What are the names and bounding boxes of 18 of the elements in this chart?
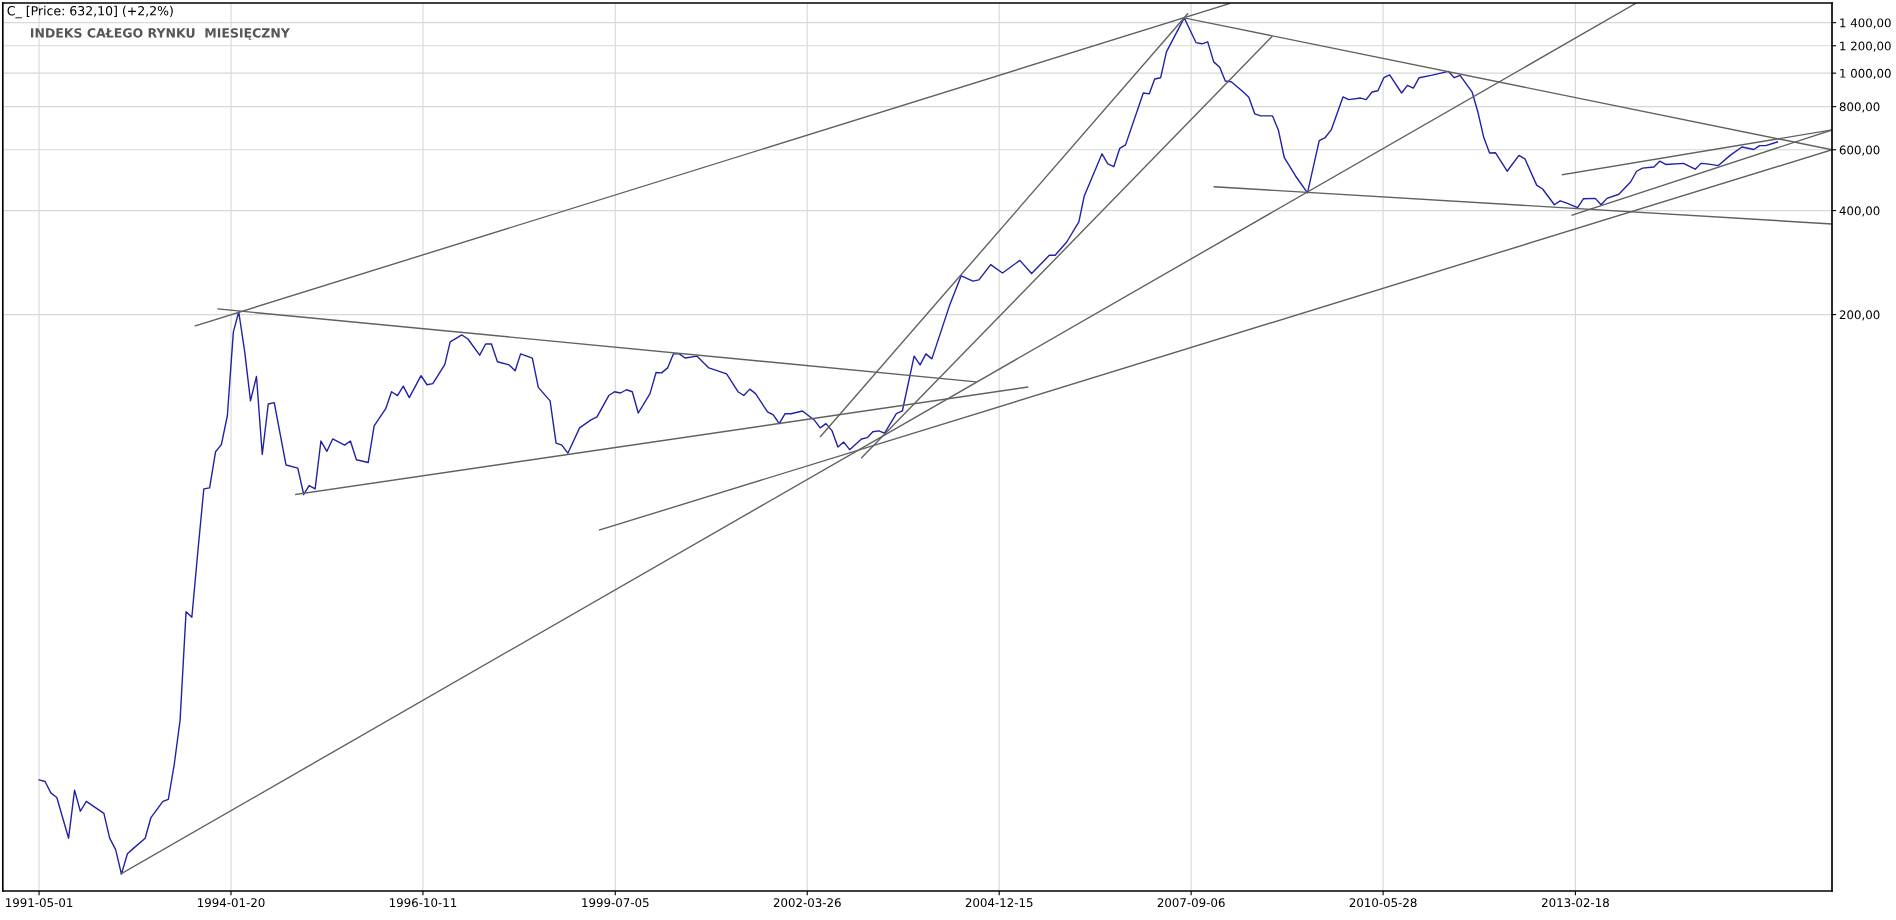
x-tick-label: 1991-05-01 <box>6 898 73 908</box>
x-tick-label: 2002-03-26 <box>773 898 841 908</box>
y-tick-label: 200,00 <box>1839 310 1880 321</box>
x-tick-label: 2013-02-18 <box>1541 898 1609 908</box>
y-tick-label: 400,00 <box>1839 206 1880 217</box>
annotation: C_ [Price: 632,10] (+2,2%) <box>7 5 173 19</box>
y-tick-label: 800,00 <box>1839 102 1880 113</box>
x-tick-label: 1996-10-11 <box>389 898 457 908</box>
y-tick-label: 600,00 <box>1839 145 1880 156</box>
x-tick-label: 2010-05-28 <box>1349 898 1417 908</box>
y-tick-label: 1 200,00 <box>1840 41 1891 52</box>
y-tick-label: 1 400,00 <box>1840 18 1891 29</box>
y-tick-label: 1 000,00 <box>1840 68 1891 79</box>
x-tick-label: 1999-07-05 <box>582 898 649 908</box>
x-tick-label: 2004-12-15 <box>965 898 1033 908</box>
x-tick-label: 1994-01-20 <box>198 898 265 908</box>
x-tick-label: 2007-09-06 <box>1157 898 1225 908</box>
text: INDEKS CAŁEGO RYNKU MIESIĘCZNY <box>30 28 290 40</box>
